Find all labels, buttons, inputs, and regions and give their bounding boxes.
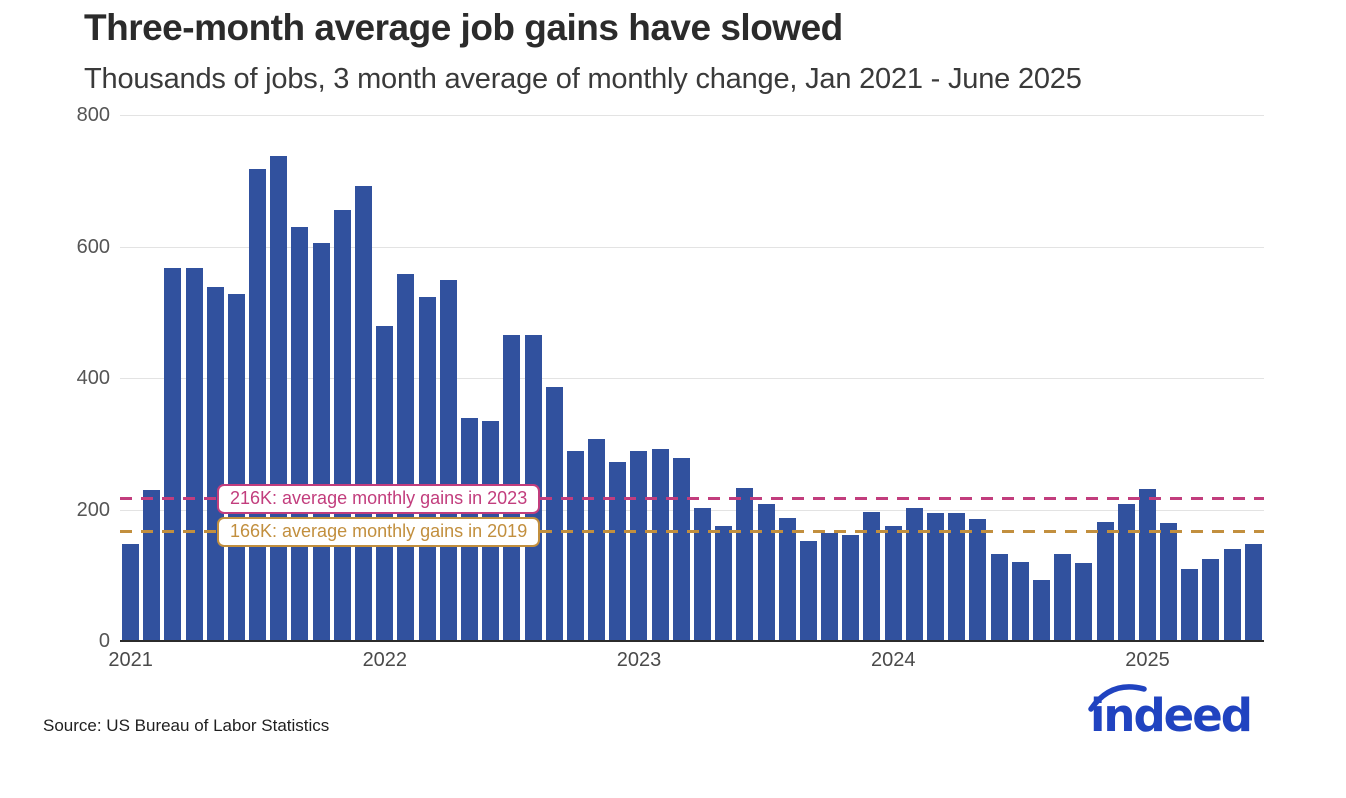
bar-Mar-2025 — [1181, 569, 1199, 641]
bar-Sep-2024 — [1054, 554, 1072, 641]
bar-Jul-2024 — [1011, 562, 1029, 641]
bar-Mar-2024 — [927, 512, 945, 641]
bar-Oct-2024 — [1075, 563, 1093, 641]
bar-Aug-2023 — [778, 518, 796, 641]
bar-Feb-2022 — [397, 274, 415, 641]
x-axis-year-label-2022: 2022 — [362, 649, 408, 671]
x-axis-year-label-2023: 2023 — [616, 649, 662, 671]
gridline-600 — [120, 246, 1264, 248]
bar-Jun-2021 — [227, 293, 245, 641]
bar-Jan-2021 — [122, 543, 139, 641]
bar-Sep-2023 — [799, 541, 817, 641]
bar-Mar-2021 — [164, 268, 182, 641]
bar-Feb-2023 — [651, 449, 669, 641]
bar-Aug-2021 — [270, 155, 288, 641]
bar-May-2025 — [1223, 548, 1241, 641]
chart-title: Three-month average job gains have slowe… — [84, 7, 843, 48]
x-axis-year-label-2024: 2024 — [871, 649, 916, 671]
bar-Jul-2023 — [757, 504, 775, 641]
bar-Jun-2023 — [736, 487, 754, 641]
bar-Nov-2022 — [588, 439, 606, 641]
bar-Nov-2024 — [1096, 522, 1114, 641]
bar-Aug-2024 — [1032, 579, 1050, 641]
reference-line-2019 — [120, 530, 1264, 534]
gridline-800 — [120, 115, 1264, 116]
bar-Mar-2022 — [418, 297, 436, 641]
bar-Dec-2021 — [355, 186, 373, 641]
bar-Jan-2023 — [630, 450, 648, 641]
gridline-400 — [120, 378, 1264, 379]
bar-Feb-2021 — [143, 489, 161, 641]
bar-Dec-2023 — [863, 512, 881, 641]
chart-subtitle: Thousands of jobs, 3 month average of mo… — [84, 63, 1082, 95]
bar-Jul-2021 — [249, 168, 267, 641]
bar-Oct-2021 — [312, 243, 330, 641]
y-axis-tick-label-0: 0 — [98, 630, 110, 652]
bar-Nov-2021 — [333, 209, 351, 641]
bar-Mar-2023 — [672, 458, 690, 641]
bar-Apr-2024 — [948, 512, 966, 641]
bar-Apr-2021 — [185, 268, 203, 641]
bar-May-2023 — [715, 525, 733, 641]
bar-Dec-2022 — [609, 462, 627, 641]
indeed-logo-graphic: indeed — [1088, 684, 1253, 742]
indeed-logo: indeed — [1084, 676, 1274, 742]
bar-Feb-2024 — [905, 508, 923, 641]
bar-Feb-2025 — [1160, 523, 1178, 641]
y-axis-tick-label-800: 800 — [76, 104, 110, 126]
bar-Jan-2024 — [884, 525, 902, 641]
gridline-200 — [120, 509, 1264, 511]
bar-Sep-2021 — [291, 226, 309, 641]
annotation-2019: 166K: average monthly gains in 2019 — [217, 516, 541, 547]
bar-May-2021 — [206, 287, 224, 641]
x-axis-line — [120, 640, 1264, 642]
bar-Apr-2022 — [439, 280, 457, 641]
annotation-2023: 216K: average monthly gains in 2023 — [217, 483, 541, 514]
bar-Jun-2024 — [990, 554, 1008, 641]
bar-Dec-2024 — [1117, 504, 1135, 641]
bar-Oct-2023 — [821, 533, 839, 641]
bar-Apr-2025 — [1202, 558, 1220, 641]
bar-Jun-2025 — [1244, 544, 1262, 641]
y-axis-tick-label-400: 400 — [76, 367, 110, 389]
x-axis-year-label-2025: 2025 — [1125, 649, 1170, 671]
bar-Jan-2025 — [1138, 489, 1156, 641]
y-axis-tick-label-600: 600 — [76, 235, 110, 258]
source-note: Source: US Bureau of Labor Statistics — [43, 716, 330, 735]
bar-Apr-2023 — [694, 508, 711, 641]
bar-Nov-2023 — [842, 535, 860, 641]
logo-wordmark: indeed — [1090, 689, 1251, 740]
bar-Sep-2022 — [545, 387, 563, 641]
y-axis-tick-label-200: 200 — [76, 498, 110, 521]
bar-Oct-2022 — [566, 450, 584, 641]
bar-Jan-2022 — [376, 326, 394, 641]
reference-line-2023 — [120, 497, 1264, 501]
plot-area: 0 200 400 600 800 216K: average monthly gain… — [77, 104, 1264, 671]
x-axis-year-label-2021: 2021 — [108, 649, 153, 671]
bar-May-2024 — [969, 519, 987, 641]
logo-arc-icon — [1088, 684, 1147, 712]
